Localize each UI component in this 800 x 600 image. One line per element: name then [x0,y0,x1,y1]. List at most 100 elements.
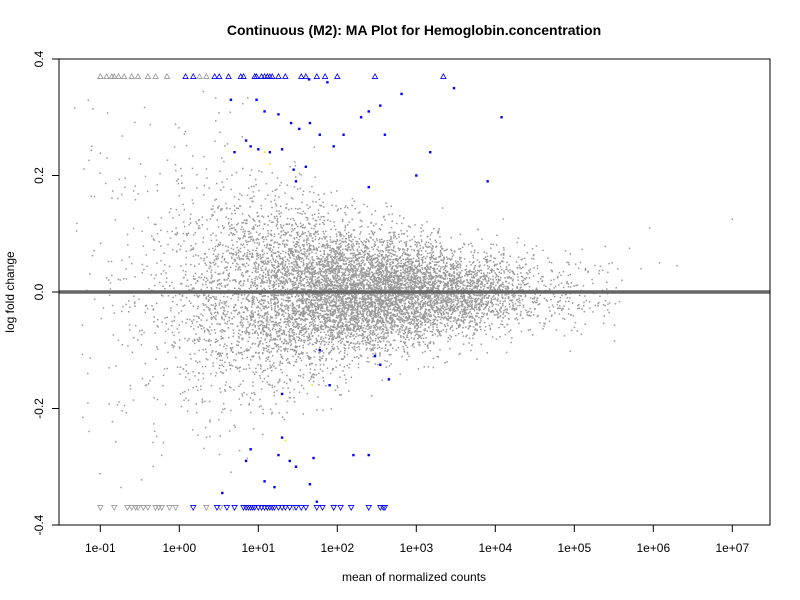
point [366,347,368,350]
point [443,271,445,274]
point [275,225,278,227]
point [308,294,311,296]
point [220,307,222,310]
point [249,411,252,414]
point [325,309,328,311]
point [266,243,269,246]
point [429,284,432,286]
point [437,231,439,234]
point [213,259,216,261]
point [546,300,549,302]
point [346,326,349,328]
point [409,279,412,282]
point [173,341,175,343]
point [516,287,519,289]
point [398,241,401,243]
point [364,249,366,252]
point [415,259,418,261]
point [299,207,301,210]
point [271,265,274,267]
point [550,299,552,301]
point [269,315,272,318]
point [350,341,353,344]
point [420,249,423,252]
point [539,294,542,297]
point [330,301,332,303]
point [382,336,384,338]
point [445,302,447,304]
point [363,251,366,253]
point [224,286,227,288]
point [222,313,224,315]
point [373,327,375,329]
point [276,324,278,327]
point [417,256,420,259]
point [433,227,435,230]
point [341,304,344,307]
point [296,345,299,348]
point [388,365,391,367]
point [409,281,411,283]
point [436,303,438,305]
point [340,313,343,315]
point [528,310,530,313]
point [353,280,355,282]
point [413,309,416,312]
point [385,253,387,256]
point [397,277,399,280]
point [235,366,238,368]
point [457,287,460,290]
point [264,268,267,271]
point [305,257,308,260]
point [355,335,357,338]
point [124,177,127,179]
point [294,310,297,313]
point [287,300,289,302]
point [380,255,383,257]
point [170,309,172,312]
point [446,256,448,259]
point [468,337,471,339]
point [489,327,492,329]
point [363,284,366,286]
point [261,275,264,278]
point [308,278,311,281]
point [416,328,418,330]
point [352,229,355,232]
point [455,322,458,325]
point [424,311,426,313]
point [106,112,109,114]
point [187,389,190,391]
point [505,266,508,268]
point [324,313,327,316]
point [317,273,320,275]
point [366,301,369,303]
point [320,298,323,301]
point [104,182,107,185]
point [323,235,325,238]
point [296,293,299,296]
point [427,326,430,328]
point [393,308,396,311]
point [353,273,356,275]
point [343,273,345,275]
point [439,311,441,314]
point [371,275,373,278]
point [224,361,226,364]
point [417,298,420,301]
point [340,327,342,330]
point [479,269,481,272]
point [436,267,438,270]
point [527,311,529,313]
point [344,279,346,282]
point [340,252,342,255]
point [351,311,353,313]
point [418,330,420,333]
point [395,310,398,312]
point [432,321,435,323]
point [404,262,406,265]
point [304,301,307,303]
point [201,325,203,327]
point [512,278,514,281]
point [384,287,387,289]
